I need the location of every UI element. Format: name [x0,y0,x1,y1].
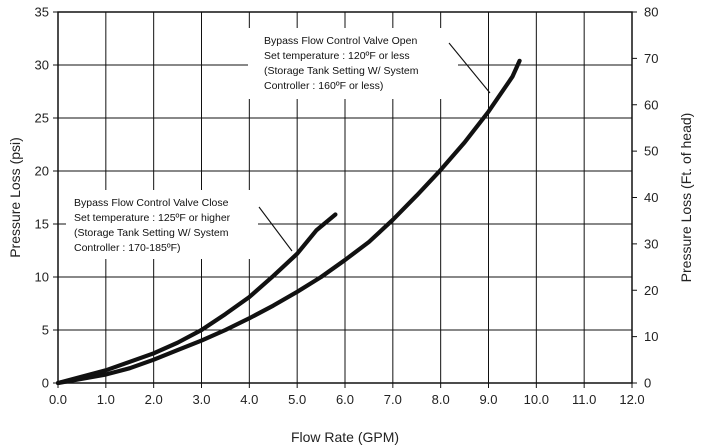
annotation-leader [448,42,491,94]
x-tick-label: 11.0 [572,392,596,407]
x-tick-label: 4.0 [240,392,258,407]
y-axis-title-left: Pressure Loss (psi) [7,137,23,258]
x-axis-title: Flow Rate (GPM) [291,429,399,445]
x-axis: 0.0 1.0 2.0 3.0 4.0 5.0 6.0 7.0 8.0 9.0 10.0 11.0 12… [49,383,645,407]
x-tick-label: 8.0 [432,392,450,407]
y2-tick-label: 80 [644,5,658,20]
x-tick-label: 2.0 [145,392,163,407]
annotation-leader [258,206,293,252]
x-tick-label: 1.0 [97,392,115,407]
y2-tick-label: 20 [644,283,658,298]
y2-tick-label: 50 [644,144,658,159]
y2-tick-label: 60 [644,97,658,112]
annotations: Bypass Flow Control Valve Open Set temper… [66,28,491,259]
y2-tick-label: 70 [644,51,658,66]
annotation-close: Bypass Flow Control Valve Close Set tempe… [66,190,293,259]
y-axis-right: 0 10 20 30 40 50 60 70 80 [632,5,658,391]
y-tick-label: 10 [35,270,49,285]
y2-tick-label: 0 [644,376,651,391]
annotation-line: Set temperature : 120ºF or less [264,50,410,62]
annotation-line: (Storage Tank Setting W/ System [74,227,229,239]
y-tick-label: 5 [42,323,49,338]
curve-close [55,212,338,386]
curves [55,58,522,386]
annotation-line: Controller : 170-185ºF) [74,242,181,254]
annotation-line: Controller : 160ºF or less) [264,80,383,92]
y-tick-label: 35 [35,5,49,20]
annotation-box [66,190,258,259]
annotation-box [248,28,458,99]
y-tick-label: 15 [35,217,49,232]
y2-tick-label: 10 [644,329,658,344]
annotation-line: Bypass Flow Control Valve Open [264,35,417,47]
annotation-line: Set temperature : 125ºF or higher [74,212,231,224]
y-tick-label: 20 [35,164,49,179]
y-axis-title-right: Pressure Loss (Ft. of head) [678,113,694,283]
annotation-line: (Storage Tank Setting W/ System [264,65,419,77]
x-tick-label: 6.0 [336,392,354,407]
annotation-open: Bypass Flow Control Valve Open Set temper… [248,28,491,99]
x-tick-label: 3.0 [192,392,210,407]
x-tick-label: 7.0 [384,392,402,407]
x-tick-label: 0.0 [49,392,67,407]
y-tick-label: 25 [35,111,49,126]
annotation-line: Bypass Flow Control Valve Close [74,197,229,209]
x-tick-label: 5.0 [288,392,306,407]
x-tick-label: 12.0 [619,392,644,407]
curve-open [55,58,522,386]
y-axis-left: 0 5 10 15 20 25 30 35 [35,5,58,391]
y2-tick-label: 40 [644,190,658,205]
x-tick-label: 9.0 [479,392,497,407]
y2-tick-label: 30 [644,236,658,251]
y-tick-label: 30 [35,58,49,73]
x-tick-label: 10.0 [524,392,549,407]
y-tick-label: 0 [42,376,49,391]
